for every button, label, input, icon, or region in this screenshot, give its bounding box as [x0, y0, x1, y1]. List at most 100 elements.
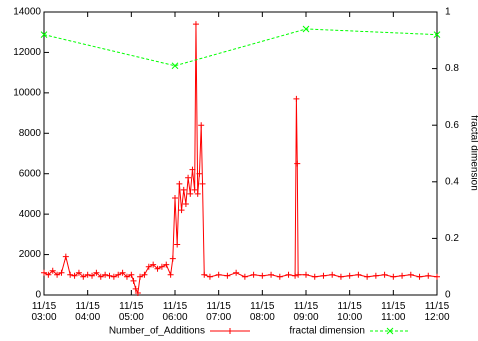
- marker: [123, 273, 130, 280]
- marker: [97, 273, 104, 280]
- marker: [172, 194, 178, 201]
- marker: [303, 271, 309, 278]
- marker: [130, 277, 137, 284]
- x-tick-label: 11/15 04:00: [75, 301, 100, 323]
- marker: [386, 327, 394, 335]
- marker: [407, 271, 414, 278]
- y-tick-label: 0: [35, 290, 41, 301]
- y-tick-label: 14000: [13, 7, 41, 18]
- marker: [285, 271, 292, 278]
- x-tick-label: 11/15 11:00: [381, 301, 406, 323]
- marker: [41, 269, 47, 276]
- plot-border: [43, 11, 438, 296]
- marker: [292, 272, 299, 279]
- y-tick-label: 12000: [13, 47, 41, 58]
- marker: [54, 271, 61, 278]
- y2-tick-label: 0.2: [445, 233, 459, 244]
- marker: [180, 186, 187, 193]
- y-tick-label: 8000: [19, 128, 42, 139]
- marker: [227, 328, 233, 334]
- x-tick-label: 11/15 08:00: [250, 301, 275, 323]
- y-tick-label: 2000: [19, 249, 42, 260]
- marker: [196, 170, 203, 177]
- marker: [119, 269, 126, 276]
- marker: [337, 273, 344, 280]
- y2-tick-label: 0: [445, 290, 451, 301]
- x-tick-label: 11/15 09:00: [293, 301, 318, 323]
- marker: [329, 271, 336, 278]
- x-tick-label: 11/15 03:00: [31, 301, 56, 323]
- legend-label: Number_of_Additions: [109, 326, 205, 337]
- marker: [201, 271, 208, 278]
- marker: [250, 271, 257, 278]
- marker: [206, 273, 213, 280]
- series-line: [43, 28, 438, 67]
- marker: [182, 201, 189, 208]
- x-tick-label: 11/15 06:00: [162, 301, 187, 323]
- marker: [71, 272, 78, 279]
- marker: [178, 207, 185, 214]
- marker: [364, 273, 371, 280]
- marker: [40, 31, 48, 38]
- marker: [169, 255, 176, 262]
- marker: [158, 263, 165, 270]
- marker: [145, 263, 152, 270]
- y2-tick-label: 0.8: [445, 63, 459, 74]
- marker: [191, 186, 198, 193]
- marker: [433, 31, 441, 38]
- marker: [93, 269, 100, 276]
- marker: [171, 62, 179, 70]
- marker: [399, 272, 406, 279]
- marker: [62, 253, 69, 260]
- marker: [106, 272, 113, 279]
- x-tick-label: 11/15 10:00: [337, 301, 362, 323]
- marker: [49, 267, 56, 274]
- marker: [80, 273, 87, 280]
- y2-axis-label: fractal dimension: [468, 115, 478, 191]
- marker: [141, 271, 148, 278]
- marker: [102, 271, 109, 278]
- x-tick-label: 11/15 07:00: [206, 301, 231, 323]
- marker: [355, 271, 362, 278]
- marker: [150, 261, 157, 268]
- x-tick-label: 11/15 12:00: [424, 301, 449, 323]
- marker: [293, 95, 300, 102]
- marker: [192, 21, 199, 28]
- series-line: [43, 24, 438, 295]
- x-tick-label: 11/15 05:00: [119, 301, 144, 323]
- marker: [425, 272, 432, 279]
- marker: [45, 271, 52, 278]
- marker: [434, 273, 440, 280]
- marker: [89, 272, 96, 279]
- marker: [154, 265, 161, 272]
- marker: [224, 272, 231, 279]
- marker: [58, 269, 65, 276]
- marker: [75, 269, 82, 276]
- y2-tick-label: 0.4: [445, 176, 459, 187]
- marker: [295, 271, 302, 278]
- marker: [259, 272, 266, 279]
- marker: [167, 271, 174, 278]
- marker: [134, 289, 141, 296]
- marker: [320, 272, 327, 279]
- marker: [302, 25, 310, 33]
- marker: [346, 272, 353, 279]
- marker: [174, 241, 181, 248]
- legend-label: fractal dimension: [289, 326, 365, 337]
- marker: [241, 273, 248, 280]
- marker: [390, 273, 397, 280]
- y2-tick-label: 0.6: [445, 120, 459, 131]
- marker: [194, 190, 201, 197]
- marker: [176, 180, 183, 187]
- marker: [416, 273, 423, 280]
- marker: [268, 271, 275, 278]
- y-tick-label: 10000: [13, 87, 41, 98]
- marker: [132, 285, 139, 292]
- marker: [84, 271, 91, 278]
- marker: [128, 271, 135, 278]
- marker: [294, 160, 301, 167]
- marker: [110, 273, 117, 280]
- y2-tick-label: 1: [445, 7, 451, 18]
- marker: [198, 122, 205, 129]
